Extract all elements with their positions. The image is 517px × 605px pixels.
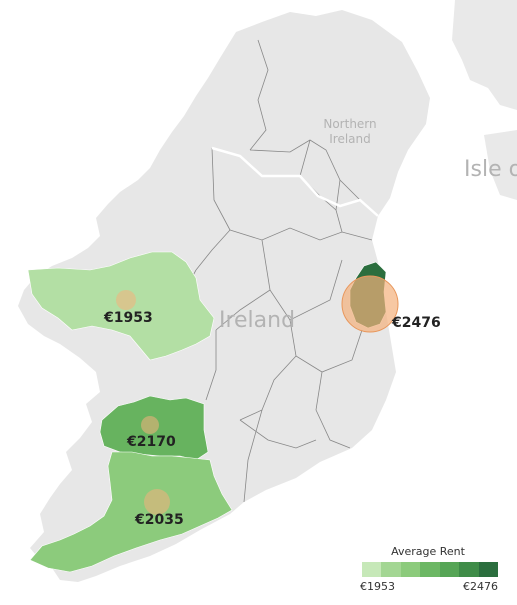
value-label-galway: €1953 [103, 310, 153, 326]
legend-swatch-3 [420, 562, 440, 577]
label-northern-ireland-1: Northern [323, 117, 376, 131]
value-label-dublin: €2476 [391, 315, 441, 331]
value-label-limerick: €2170 [126, 434, 176, 450]
great-britain-land [452, 0, 517, 200]
legend-max-label: €2476 [463, 580, 498, 593]
legend-swatch-0 [362, 562, 382, 577]
legend-labels: €1953 €2476 [360, 580, 498, 593]
label-ireland: Ireland [219, 308, 295, 333]
legend-color-bar [362, 562, 498, 577]
marker-dublin[interactable] [341, 275, 399, 333]
value-label-cork: €2035 [134, 512, 184, 528]
northern-ireland-border [211, 146, 379, 217]
legend-swatch-1 [381, 562, 401, 577]
county-borders [179, 39, 379, 503]
marker-cork[interactable] [144, 489, 170, 515]
legend-swatch-2 [400, 562, 421, 577]
legend-title: Average Rent [391, 545, 465, 558]
label-isle: Isle o [464, 157, 517, 182]
legend-swatch-5 [459, 562, 479, 577]
marker-limerick[interactable] [141, 416, 159, 434]
region-cork[interactable] [29, 451, 233, 573]
legend-swatch-4 [439, 562, 460, 577]
color-legend: Average Rent €1953 €2476 [358, 545, 498, 593]
marker-galway[interactable] [116, 290, 136, 310]
label-northern-ireland-2: Ireland [329, 132, 371, 146]
legend-swatch-6 [478, 562, 498, 577]
legend-min-label: €1953 [360, 580, 395, 593]
